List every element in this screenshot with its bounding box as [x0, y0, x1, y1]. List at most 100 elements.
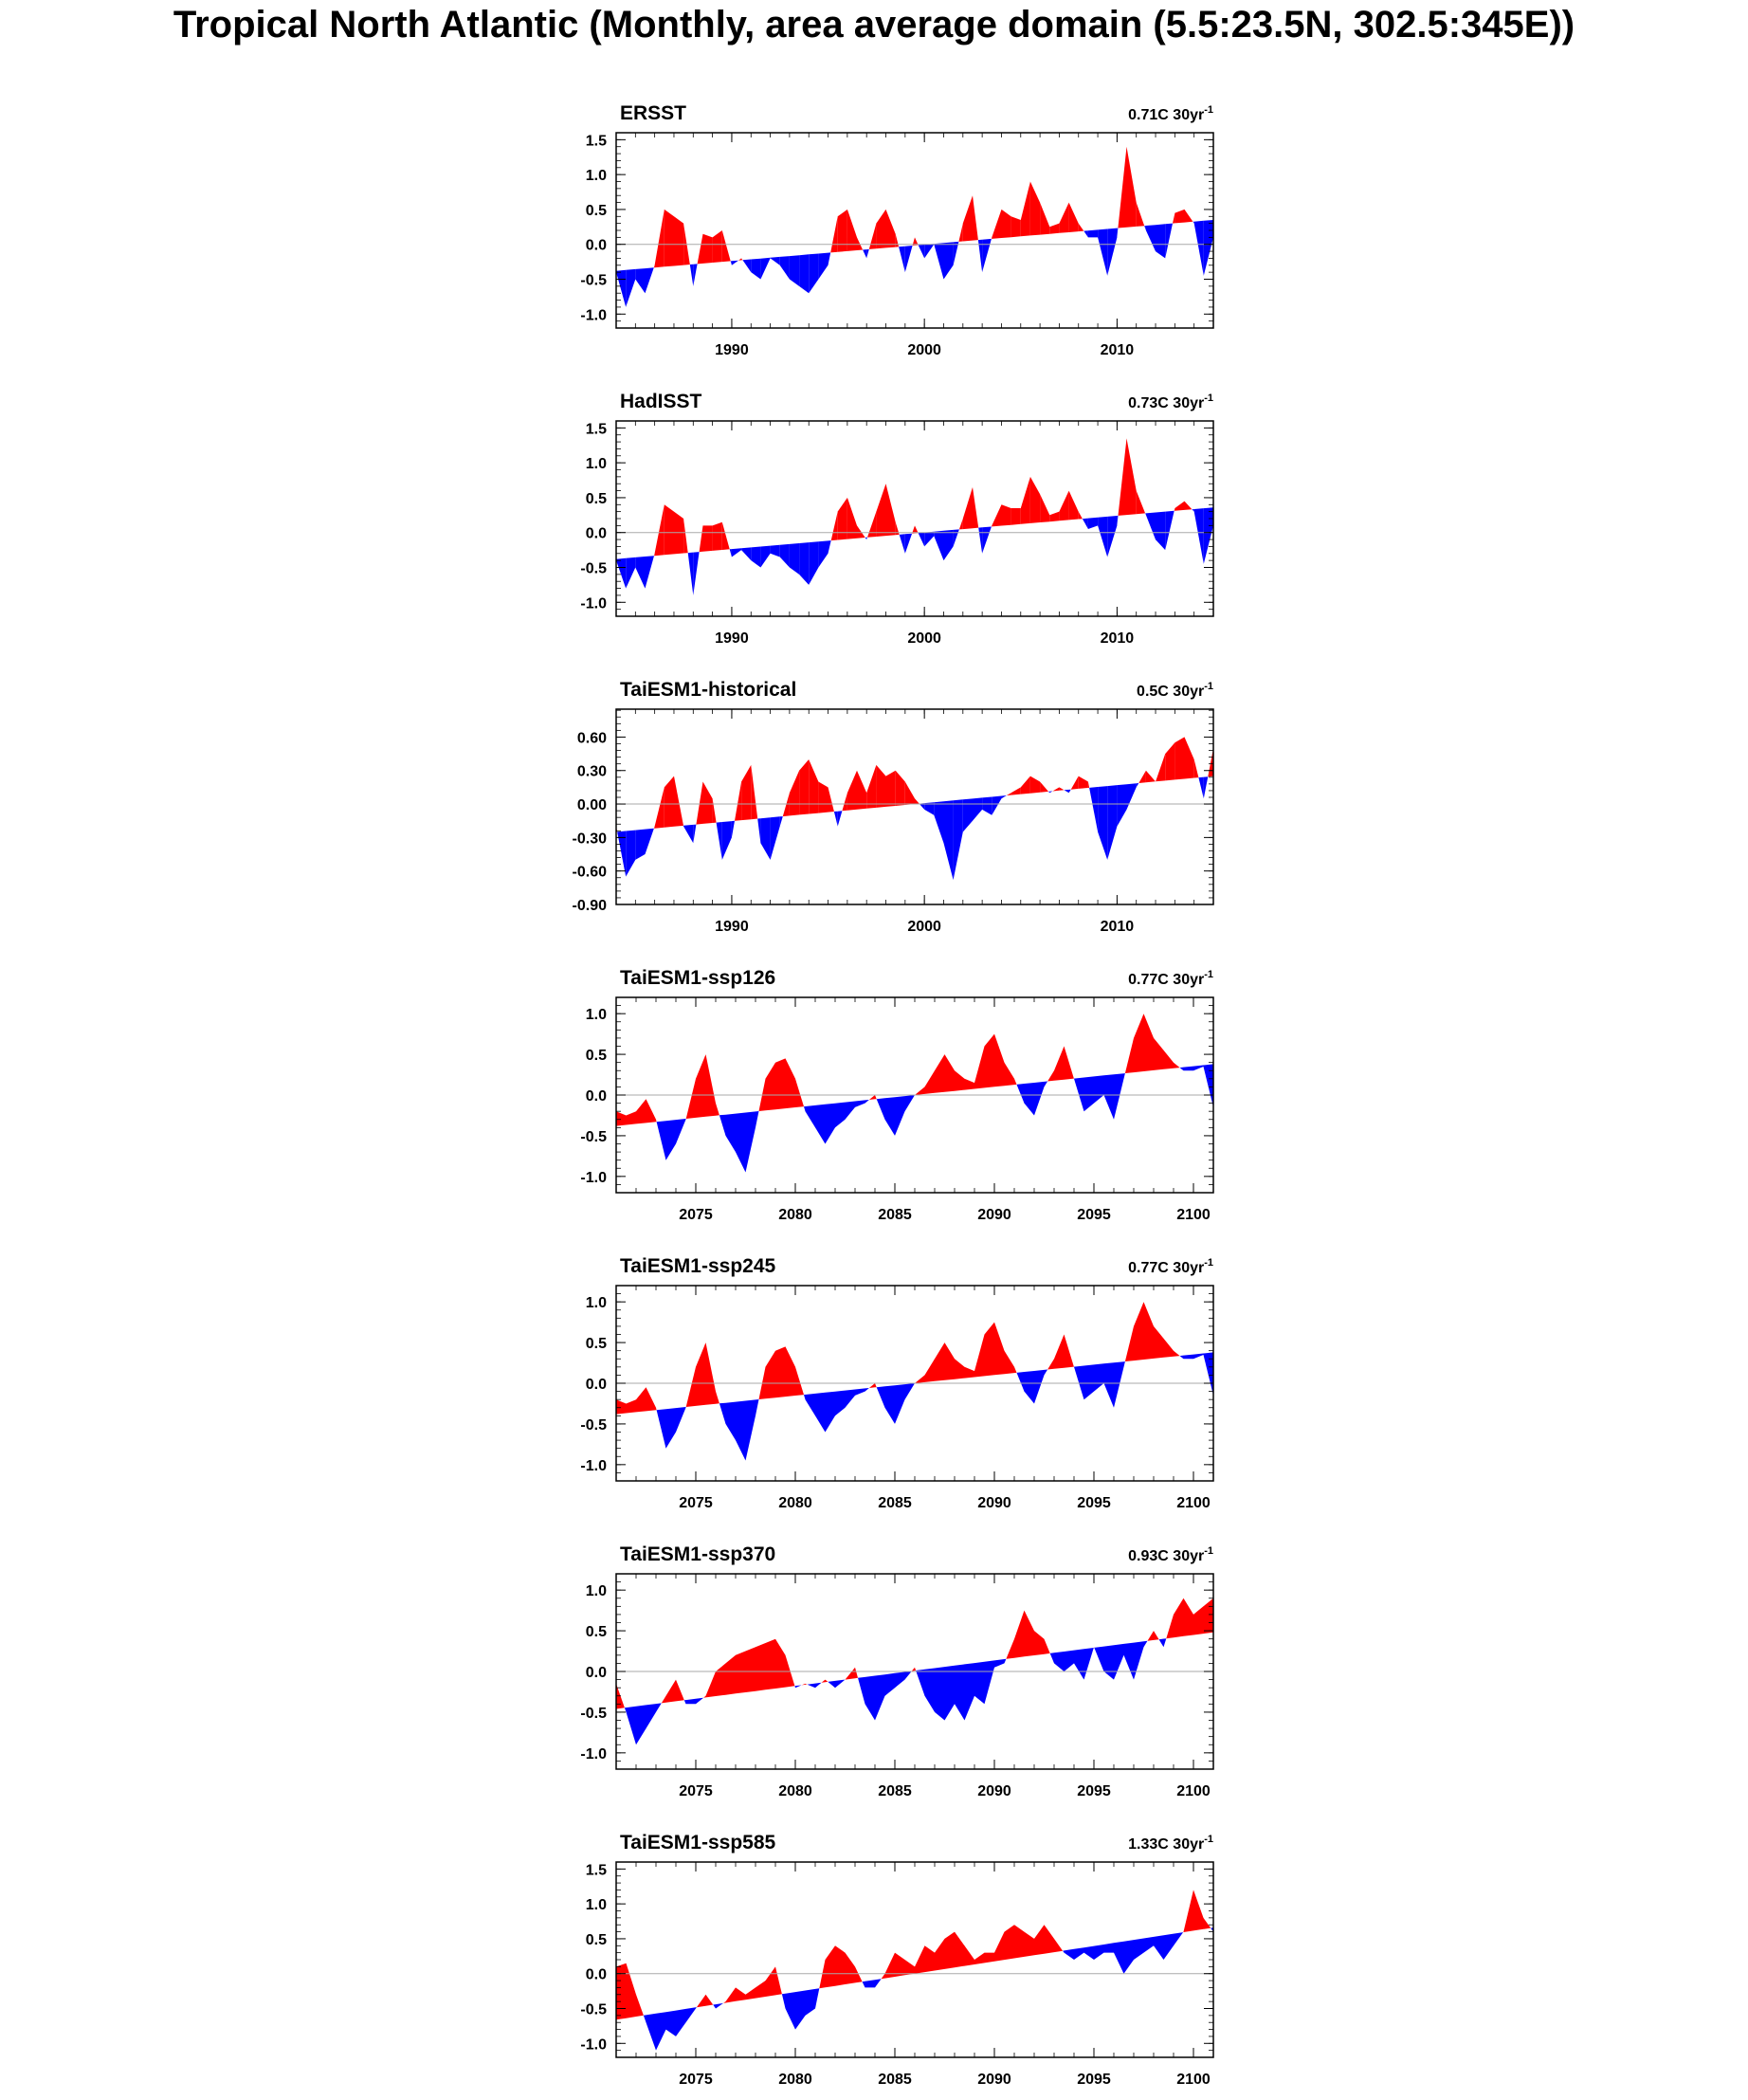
anomaly-fill-negative: [721, 821, 732, 860]
anomaly-fill-negative: [751, 258, 761, 280]
anomaly-fill-positive: [626, 1963, 636, 2018]
anomaly-fill-positive: [1014, 1610, 1025, 1658]
anomaly-fill-negative: [646, 2013, 656, 2051]
anomaly-fill-positive: [1118, 438, 1127, 516]
anomaly-fill-positive: [653, 265, 655, 268]
anomaly-fill-positive: [636, 1387, 646, 1413]
anomaly-fill-positive: [837, 209, 847, 252]
anomaly-fill-negative: [1145, 512, 1156, 540]
anomaly-fill-negative: [805, 1105, 815, 1128]
anomaly-fill-positive: [895, 770, 905, 806]
chart-panel: TaiESM1-ssp245 0.77C 30yr-1 -1.0 -0.5 0.0 0.5…: [580, 1255, 1214, 1511]
anomaly-fill-positive: [703, 1695, 706, 1698]
anomaly-fill-positive: [1054, 1334, 1065, 1369]
anomaly-fill-positive: [656, 1119, 657, 1123]
plot-frame: [615, 420, 1214, 617]
anomaly-fill-positive: [847, 209, 857, 251]
anomaly-fill-negative: [809, 541, 819, 585]
anomaly-fill-positive: [935, 1342, 945, 1381]
anomaly-fill-positive: [636, 1994, 644, 2017]
anomaly-fill-negative: [1203, 507, 1213, 564]
anomaly-fill-positive: [1078, 511, 1083, 520]
y-tick-label: -0.5: [580, 1706, 607, 1722]
x-tick-label: 2075: [679, 1783, 713, 1799]
anomaly-fill-negative: [875, 1674, 885, 1721]
anomaly-fill-positive: [716, 1103, 719, 1116]
anomaly-fill-positive: [847, 770, 857, 811]
x-tick-label: 2080: [778, 2072, 812, 2088]
anomaly-fill-negative: [693, 824, 697, 844]
anomaly-fill-negative: [1074, 1077, 1084, 1112]
anomaly-fill-negative: [837, 811, 843, 827]
anomaly-fill-negative: [636, 1705, 646, 1745]
anomaly-fill-negative: [1049, 791, 1053, 794]
anomaly-fill-positive: [646, 1387, 656, 1412]
x-tick-label: 2010: [1101, 630, 1135, 647]
x-tick-label: 2095: [1077, 2072, 1111, 2088]
anomaly-fill-negative: [1158, 1638, 1164, 1648]
anomaly-fill-positive: [705, 1671, 716, 1698]
anomaly-fill-positive: [1193, 1890, 1204, 1931]
anomaly-fill-positive: [830, 511, 838, 541]
anomaly-fill-negative: [736, 1112, 746, 1173]
anomaly-fill-positive: [992, 504, 1002, 527]
anomaly-fill-positive: [962, 195, 973, 242]
y-tick-label: -1.0: [580, 1746, 607, 1762]
anomaly-fill-positive: [756, 1981, 766, 1999]
anomaly-fill-negative: [656, 1409, 666, 1449]
anomaly-fill-positive: [876, 764, 886, 808]
anomaly-fill-positive: [1070, 776, 1079, 790]
anomaly-fill-negative: [1136, 783, 1139, 788]
anomaly-fill-negative: [899, 246, 905, 273]
anomaly-fill-positive: [1034, 1925, 1045, 1956]
anomaly-fill-negative: [626, 830, 636, 877]
trend-label: 0.93C 30yr-1: [1128, 1545, 1213, 1564]
x-tick-label: 2085: [878, 2072, 912, 2088]
anomaly-fill-positive: [912, 525, 915, 534]
anomaly-fill-positive: [741, 258, 743, 261]
anomaly-fill-negative: [731, 548, 742, 557]
anomaly-fill-positive: [885, 770, 896, 807]
anomaly-fill-negative: [779, 816, 783, 827]
anomaly-fill-negative: [794, 1686, 795, 1689]
anomaly-fill-negative: [1165, 510, 1174, 551]
anomaly-fill-negative: [815, 1682, 822, 1689]
anomaly-fill-positive: [1203, 1917, 1211, 1929]
anomaly-fill-positive: [1040, 202, 1050, 235]
x-tick-label: 2075: [679, 2072, 713, 2088]
anomaly-fill-negative: [616, 269, 627, 307]
anomaly-fill-negative: [934, 243, 944, 280]
y-tick-label: 0.0: [586, 526, 607, 542]
anomaly-fill-negative: [665, 2010, 676, 2036]
anomaly-fill-positive: [775, 1966, 782, 1996]
trend-label: 0.71C 30yr-1: [1128, 104, 1213, 123]
anomaly-fill-negative: [1143, 1936, 1154, 1953]
anomaly-fill-negative: [779, 256, 790, 280]
y-tick-label: 0.00: [577, 797, 607, 813]
anomaly-fill-negative: [685, 2007, 696, 2023]
x-tick-label: 2090: [977, 1495, 1011, 1511]
anomaly-fill-negative: [876, 1098, 885, 1120]
anomaly-fill-negative: [645, 556, 654, 589]
anomaly-fill-positive: [616, 1111, 627, 1126]
anomaly-fill-positive: [1165, 742, 1175, 781]
anomaly-fill-negative: [815, 1392, 826, 1433]
anomaly-fill-negative: [924, 1668, 935, 1712]
anomaly-fill-negative: [862, 1981, 865, 1988]
anomaly-fill-negative: [943, 529, 954, 561]
anomaly-fill-negative: [635, 557, 646, 589]
anomaly-fill-negative: [962, 798, 973, 832]
trend-label: 0.77C 30yr-1: [1128, 1257, 1213, 1276]
y-tick-label: 1.0: [586, 1583, 607, 1599]
anomaly-fill-positive: [725, 1987, 736, 2003]
anomaly-fill-positive: [944, 1931, 955, 1969]
anomaly-fill-negative: [865, 537, 867, 540]
anomaly-fill-negative: [770, 816, 780, 860]
anomaly-fill-positive: [712, 230, 722, 263]
anomaly-fill-positive: [1001, 504, 1011, 526]
anomaly-fill-negative: [716, 822, 722, 860]
anomaly-fill-positive: [775, 1058, 786, 1110]
anomaly-fill-negative: [1103, 1645, 1114, 1680]
anomaly-fill-negative: [719, 1402, 726, 1424]
anomaly-fill-positive: [1014, 1078, 1017, 1086]
